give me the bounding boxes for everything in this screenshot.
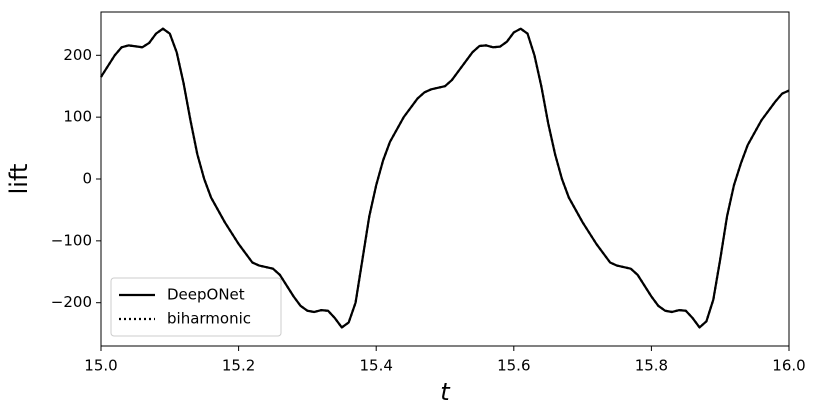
line-series xyxy=(100,27,790,329)
x-tick-label: 15.6 xyxy=(497,357,530,375)
y-tick-label: 0 xyxy=(82,170,92,188)
legend-label: biharmonic xyxy=(167,310,251,328)
y-axis-label: lift xyxy=(5,164,33,195)
x-tick-label: 15.0 xyxy=(84,357,117,375)
y-tick-label: −100 xyxy=(51,231,92,249)
x-axis-label: t xyxy=(440,378,451,406)
x-tick-label: 15.4 xyxy=(359,357,392,375)
y-tick-label: 100 xyxy=(63,108,92,126)
x-tick-label: 15.2 xyxy=(222,357,255,375)
x-tick-label: 15.8 xyxy=(635,357,668,375)
y-tick-label: 200 xyxy=(63,46,92,64)
y-tick-label: −200 xyxy=(51,293,92,311)
legend-label: DeepONet xyxy=(167,286,245,304)
plot-frame xyxy=(100,11,790,347)
legend-box xyxy=(110,277,282,337)
x-tick-label: 16.0 xyxy=(772,357,805,375)
